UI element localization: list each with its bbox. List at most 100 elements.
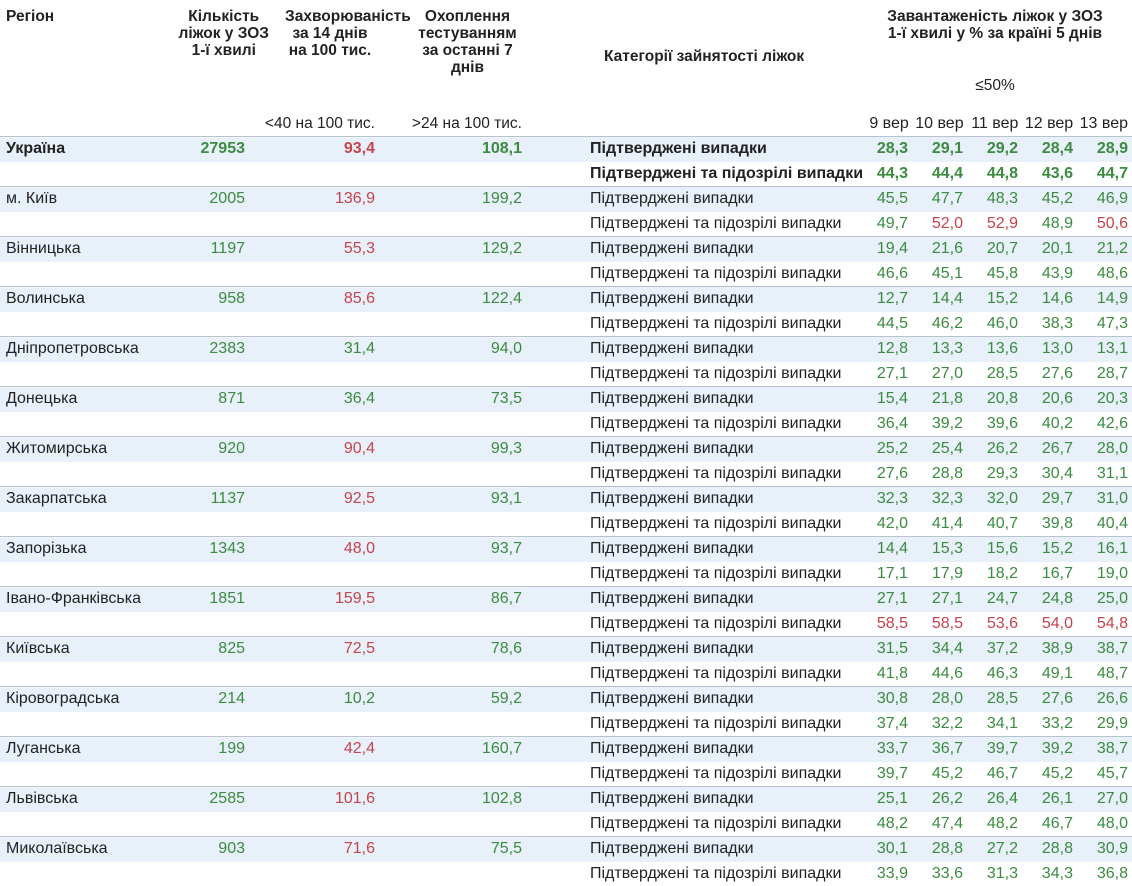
load-value: 16,7 [1022, 562, 1077, 587]
coverage: 129,2 [375, 237, 522, 287]
load-value: 27,6 [858, 462, 912, 487]
load-value: 46,3 [967, 662, 1022, 687]
region: Донецька [0, 387, 165, 437]
load-value: 48,7 [1077, 662, 1132, 687]
category: Підтверджені та підозрілі випадки [522, 762, 858, 787]
region: Вінницька [0, 237, 165, 287]
category: Підтверджені та підозрілі випадки [522, 612, 858, 637]
load-value: 31,1 [1077, 462, 1132, 487]
load-value: 29,7 [1022, 487, 1077, 512]
load-value: 50,6 [1077, 212, 1132, 237]
region: Закарпатська [0, 487, 165, 537]
load-value: 13,3 [912, 337, 967, 362]
region: Миколаївська [0, 837, 165, 886]
load-value: 48,2 [858, 812, 912, 837]
load-value: 39,8 [1022, 512, 1077, 537]
category: Підтверджені та підозрілі випадки [522, 662, 858, 687]
beds: 958 [165, 287, 245, 337]
load-value: 28,4 [1022, 137, 1077, 162]
load-value: 44,3 [858, 162, 912, 187]
load-value: 33,9 [858, 862, 912, 886]
load-value: 27,2 [967, 837, 1022, 862]
load-value: 39,2 [912, 412, 967, 437]
load-value: 27,1 [858, 362, 912, 387]
load-value: 39,6 [967, 412, 1022, 437]
incidence: 159,5 [245, 587, 375, 637]
load-value: 32,2 [912, 712, 967, 737]
beds: 2005 [165, 187, 245, 237]
load-value: 48,6 [1077, 262, 1132, 287]
load-value: 54,0 [1022, 612, 1077, 637]
category: Підтверджені випадки [522, 637, 858, 662]
load-value: 24,7 [967, 587, 1022, 612]
load-value: 45,2 [912, 762, 967, 787]
beds: 27953 [165, 137, 245, 187]
region: м. Київ [0, 187, 165, 237]
load-value: 30,8 [858, 687, 912, 712]
header-cell: Кількість ліжок у ЗОЗ 1-ї хвилі [165, 0, 245, 76]
load-value: 28,9 [1077, 137, 1132, 162]
beds: 2383 [165, 337, 245, 387]
category: Підтверджені випадки [522, 487, 858, 512]
load-value: 13,6 [967, 337, 1022, 362]
load-value: 27,0 [912, 362, 967, 387]
load-value: 27,6 [1022, 362, 1077, 387]
beds: 214 [165, 687, 245, 737]
load-value: 20,1 [1022, 237, 1077, 262]
header-row: <40 на 100 тис. >24 на 100 тис. ≤50% 9 в… [0, 76, 1132, 137]
region: Київська [0, 637, 165, 687]
coverage: 93,7 [375, 537, 522, 587]
load-value: 31,0 [1077, 487, 1132, 512]
load-value: 32,0 [967, 487, 1022, 512]
header-cell: Регіон [0, 0, 165, 76]
load-value: 26,4 [967, 787, 1022, 812]
coverage: 59,2 [375, 687, 522, 737]
region: Львівська [0, 787, 165, 837]
header-text: Кількість ліжок у ЗОЗ 1-ї хвилі [179, 8, 270, 59]
category: Підтверджені та підозрілі випадки [522, 862, 858, 886]
load-value: 13,0 [1022, 337, 1077, 362]
day-label: 9 вер [858, 114, 913, 134]
coverage: 199,2 [375, 187, 522, 237]
load-value: 44,4 [912, 162, 967, 187]
category: Підтверджені та підозрілі випадки [522, 562, 858, 587]
load-value: 46,2 [912, 312, 967, 337]
load-value: 21,2 [1077, 237, 1132, 262]
load-value: 27,6 [1022, 687, 1077, 712]
load-value: 19,0 [1077, 562, 1132, 587]
coverage: 75,5 [375, 837, 522, 886]
load-value: 30,4 [1022, 462, 1077, 487]
load-value: 28,0 [1077, 437, 1132, 462]
load-value: 41,8 [858, 662, 912, 687]
coverage: 102,8 [375, 787, 522, 837]
category: Підтверджені та підозрілі випадки [522, 312, 858, 337]
load-value: 46,6 [858, 262, 912, 287]
day-label: 13 вер [1077, 114, 1132, 134]
category: Підтверджені та підозрілі випадки [522, 512, 858, 537]
load-value: 33,7 [858, 737, 912, 762]
load-value: 39,2 [1022, 737, 1077, 762]
load-value: 33,2 [1022, 712, 1077, 737]
threshold-note: ≤50% [858, 76, 1132, 96]
beds: 903 [165, 837, 245, 886]
load-value: 28,8 [912, 837, 967, 862]
load-value: 53,6 [967, 612, 1022, 637]
load-value: 30,1 [858, 837, 912, 862]
load-value: 45,2 [1022, 187, 1077, 212]
load-value: 40,7 [967, 512, 1022, 537]
beds: 920 [165, 437, 245, 487]
load-value: 13,1 [1077, 337, 1132, 362]
load-value: 15,3 [912, 537, 967, 562]
load-value: 48,2 [967, 812, 1022, 837]
threshold-note: >24 на 100 тис. [375, 76, 522, 137]
header-cell: Категорії зайнятості ліжок [522, 0, 858, 76]
category: Підтверджені та підозрілі випадки [522, 462, 858, 487]
load-value: 28,8 [1022, 837, 1077, 862]
load-value: 31,3 [967, 862, 1022, 886]
